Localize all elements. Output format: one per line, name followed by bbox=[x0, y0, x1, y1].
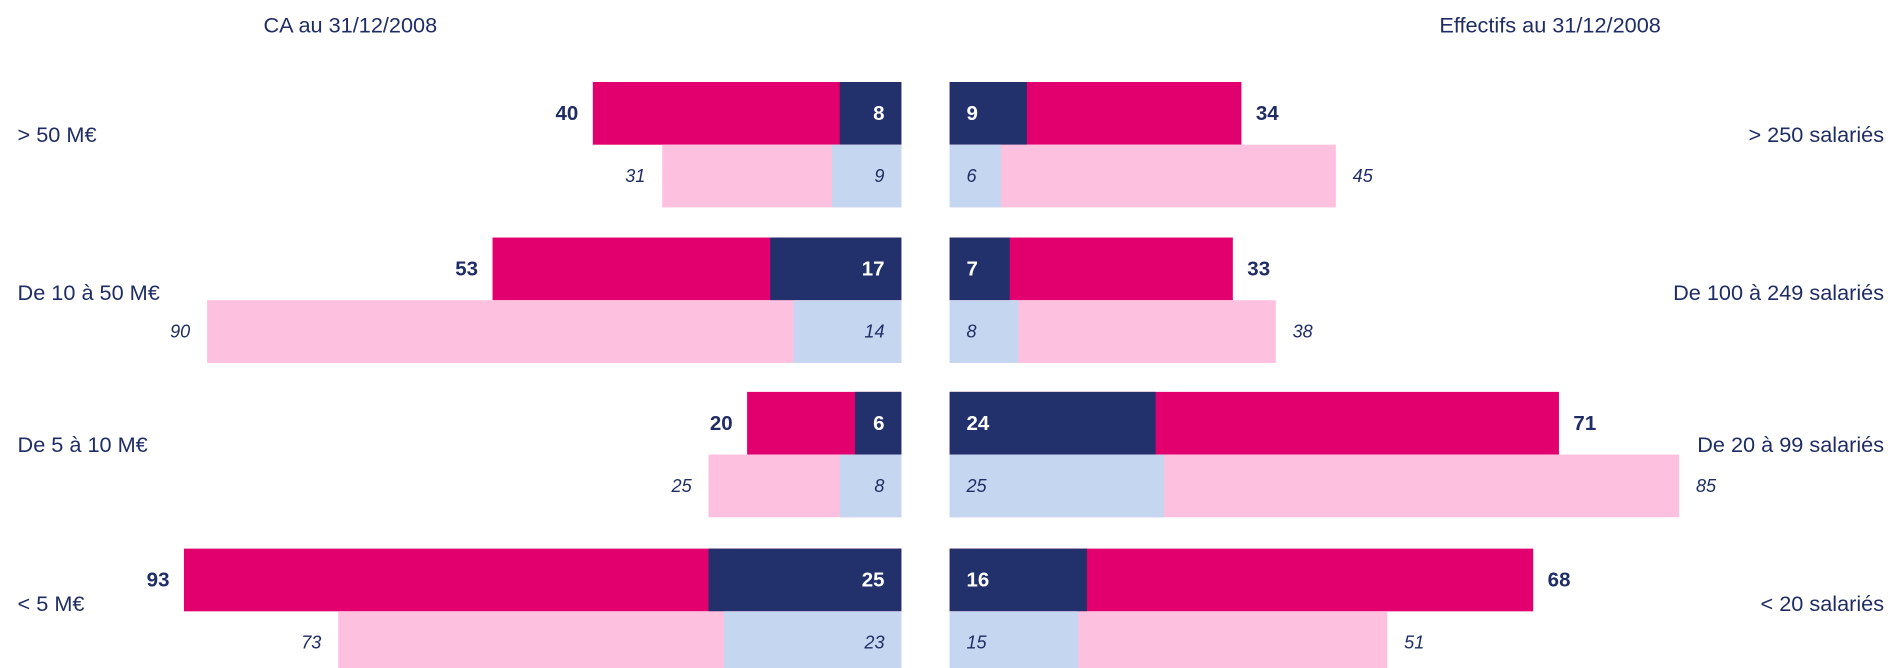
light-total-label: 31 bbox=[625, 166, 645, 186]
light-total-label: 25 bbox=[671, 476, 693, 496]
light-total-bar bbox=[949, 144, 1336, 208]
category-label: De 100 à 249 salariés bbox=[1673, 280, 1884, 305]
subset-bar bbox=[949, 237, 1010, 301]
subset-bar bbox=[949, 81, 1027, 145]
light-total-label: 85 bbox=[1696, 476, 1717, 496]
light-subset-bar bbox=[949, 300, 1019, 363]
subset-label: 17 bbox=[862, 258, 885, 281]
light-subset-bar bbox=[949, 454, 1165, 518]
total-label: 93 bbox=[147, 569, 170, 592]
subset-label: 7 bbox=[966, 258, 977, 281]
category-label: De 20 à 99 salariés bbox=[1697, 432, 1884, 457]
light-subset-label: 8 bbox=[874, 476, 884, 496]
subset-label: 16 bbox=[966, 569, 989, 592]
light-subset-label: 8 bbox=[966, 322, 976, 342]
subset-label: 24 bbox=[966, 412, 989, 435]
subset-label: 25 bbox=[862, 569, 885, 592]
category-label: De 5 à 10 M€ bbox=[18, 432, 148, 457]
subset-label: 6 bbox=[873, 412, 884, 435]
total-label: 71 bbox=[1573, 412, 1596, 435]
light-subset-bar bbox=[723, 611, 902, 668]
total-label: 53 bbox=[455, 258, 478, 281]
chart-title: CA au 31/12/2008 bbox=[264, 12, 438, 37]
subset-label: 9 bbox=[966, 102, 977, 125]
light-subset-label: 23 bbox=[863, 633, 884, 653]
chart-title: Effectifs au 31/12/2008 bbox=[1439, 12, 1660, 37]
subset-bar bbox=[949, 391, 1156, 455]
light-subset-label: 9 bbox=[874, 166, 884, 186]
total-label: 33 bbox=[1247, 258, 1270, 281]
light-total-label: 51 bbox=[1404, 633, 1424, 653]
light-subset-label: 25 bbox=[965, 476, 987, 496]
light-subset-bar bbox=[831, 144, 902, 208]
light-total-label: 38 bbox=[1293, 322, 1313, 342]
subset-bar bbox=[770, 237, 902, 301]
subset-label: 8 bbox=[873, 102, 884, 125]
light-total-label: 45 bbox=[1353, 166, 1374, 186]
light-subset-label: 14 bbox=[864, 322, 884, 342]
subset-bar bbox=[949, 548, 1087, 612]
total-label: 34 bbox=[1256, 102, 1279, 125]
category-label: > 50 M€ bbox=[18, 122, 97, 147]
light-subset-bar bbox=[793, 300, 902, 363]
category-label: < 20 salariés bbox=[1761, 591, 1885, 616]
subset-bar bbox=[708, 548, 902, 612]
light-subset-bar bbox=[949, 144, 1002, 208]
subset-bar bbox=[855, 391, 902, 455]
light-subset-bar bbox=[949, 611, 1079, 668]
category-label: < 5 M€ bbox=[18, 591, 85, 616]
light-subset-bar bbox=[839, 454, 902, 518]
total-label: 68 bbox=[1548, 569, 1571, 592]
category-label: De 10 à 50 M€ bbox=[18, 280, 160, 305]
light-total-label: 90 bbox=[170, 322, 190, 342]
light-total-bar bbox=[207, 300, 902, 363]
light-total-label: 73 bbox=[301, 633, 321, 653]
subset-bar bbox=[839, 81, 902, 145]
total-label: 40 bbox=[556, 102, 579, 125]
light-subset-label: 6 bbox=[966, 166, 977, 186]
total-label: 20 bbox=[710, 412, 733, 435]
light-subset-label: 15 bbox=[966, 633, 987, 653]
category-label: > 250 salariés bbox=[1748, 122, 1884, 147]
